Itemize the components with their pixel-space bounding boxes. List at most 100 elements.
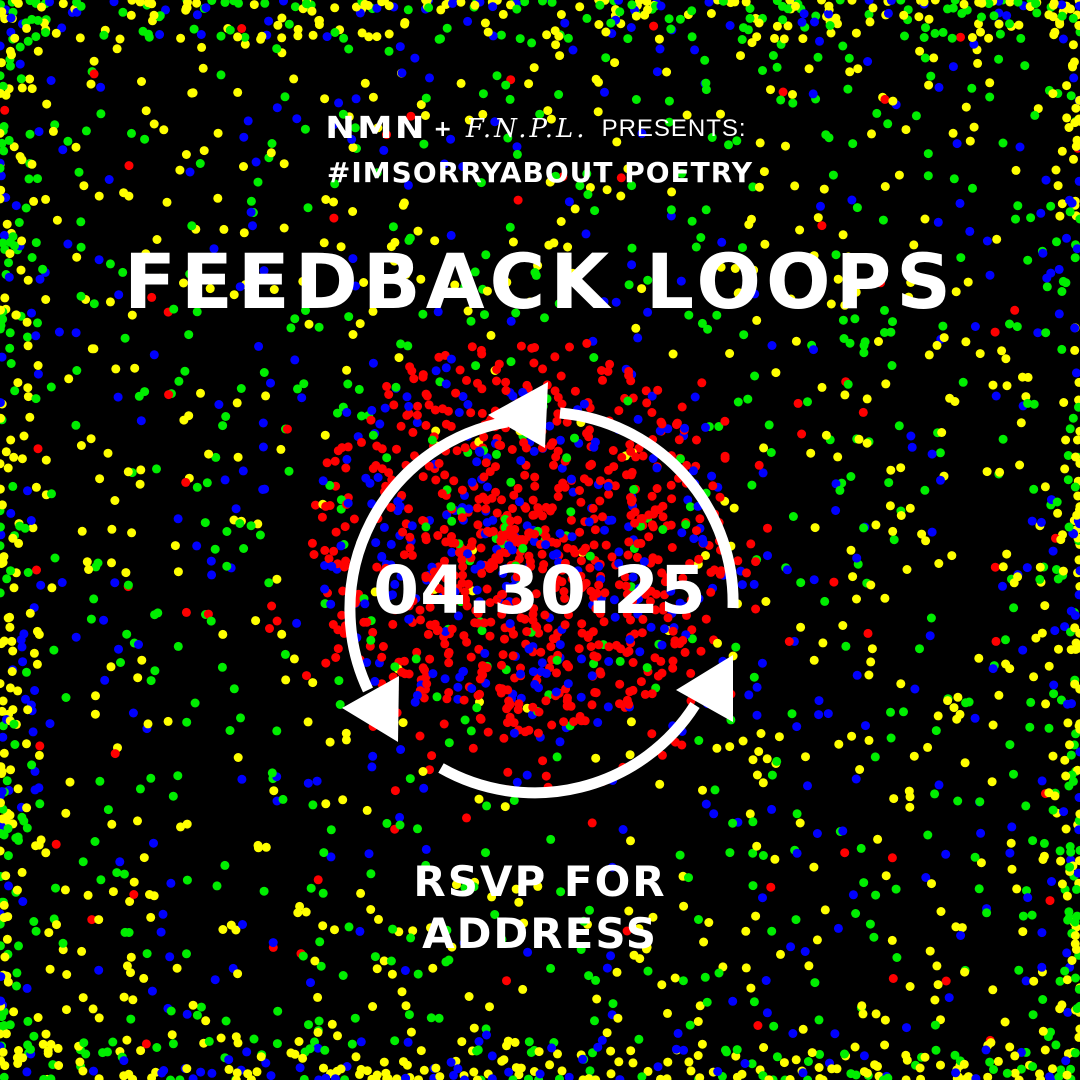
rsvp-line-2: ADDRESS <box>422 909 658 958</box>
confetti-dot <box>446 230 456 240</box>
confetti-dot <box>146 773 156 783</box>
confetti-dot <box>701 422 710 432</box>
confetti-dot <box>0 696 8 706</box>
confetti-dot <box>220 860 230 870</box>
confetti-dot <box>554 90 564 99</box>
confetti-dot <box>6 508 16 518</box>
confetti-dot <box>838 621 848 630</box>
confetti-dot <box>474 1037 484 1046</box>
confetti-dot <box>933 980 943 990</box>
confetti-dot <box>860 337 870 347</box>
confetti-dot <box>110 749 120 759</box>
confetti-dot <box>321 799 331 809</box>
confetti-dot <box>894 170 904 180</box>
confetti-dot <box>925 946 935 956</box>
confetti-dot <box>1007 864 1017 874</box>
confetti-dot <box>106 662 116 672</box>
confetti-dot <box>818 638 828 648</box>
confetti-dot <box>701 799 711 809</box>
confetti-dot <box>311 500 320 510</box>
confetti-dot <box>752 770 762 780</box>
confetti-dot <box>607 862 617 872</box>
confetti-dot <box>258 418 268 428</box>
confetti-dot <box>763 523 772 533</box>
confetti-dot <box>502 277 512 287</box>
confetti-dot <box>23 392 33 402</box>
confetti-dot <box>611 297 621 307</box>
confetti-dot <box>452 880 461 890</box>
confetti-dot <box>990 562 1000 572</box>
confetti-dot <box>45 719 55 729</box>
confetti-dot <box>180 366 190 376</box>
confetti-dot <box>94 915 104 925</box>
confetti-dot <box>184 330 194 340</box>
confetti-dot <box>545 177 555 187</box>
confetti-dot <box>1037 628 1047 638</box>
confetti-dot <box>426 1013 436 1023</box>
confetti-dot <box>398 718 408 728</box>
confetti-dot <box>404 235 414 245</box>
confetti-dot <box>863 628 873 638</box>
confetti-dot <box>712 743 722 753</box>
confetti-dot <box>934 780 944 790</box>
confetti-dot <box>703 324 713 334</box>
confetti-dot <box>169 304 179 314</box>
confetti-dot <box>810 978 820 988</box>
confetti-dot <box>469 1023 479 1033</box>
confetti-dot <box>204 1036 214 1046</box>
confetti-dot <box>225 726 235 735</box>
confetti-dot <box>512 142 522 152</box>
confetti-dot <box>0 530 6 540</box>
confetti-dot <box>41 455 51 465</box>
confetti-dot <box>556 887 566 897</box>
confetti-dot <box>792 299 802 309</box>
confetti-dot <box>313 992 323 1002</box>
confetti-dot <box>858 407 868 417</box>
confetti-dot <box>664 117 674 127</box>
confetti-dot <box>330 3 340 13</box>
confetti-dot <box>90 837 100 846</box>
confetti-dot <box>801 752 810 762</box>
confetti-dot <box>948 128 958 138</box>
confetti-dot <box>848 890 858 900</box>
confetti-dot <box>533 261 543 271</box>
confetti-dot <box>94 1013 104 1023</box>
confetti-dot <box>1015 460 1025 470</box>
confetti-dot <box>338 971 348 980</box>
confetti-dot <box>213 128 223 138</box>
confetti-dot <box>549 238 559 248</box>
confetti-dot <box>1022 563 1032 573</box>
confetti-dot <box>1026 697 1036 707</box>
confetti-dot <box>453 611 463 621</box>
confetti-dot <box>673 1028 683 1038</box>
confetti-dot <box>456 78 466 88</box>
confetti-dot <box>626 836 635 846</box>
confetti-dot <box>848 139 858 149</box>
confetti-dot <box>267 768 277 778</box>
confetti-dot <box>585 183 595 192</box>
confetti-dot <box>403 180 413 190</box>
confetti-dot <box>1007 822 1017 832</box>
confetti-dot <box>286 1048 296 1058</box>
confetti-dot <box>758 66 767 75</box>
confetti-dot <box>72 252 82 262</box>
confetti-dot <box>325 254 335 264</box>
confetti-dot <box>648 912 658 922</box>
confetti-dot <box>784 637 794 646</box>
confetti-dot <box>503 767 513 777</box>
confetti-dot <box>921 873 931 882</box>
confetti-dot <box>280 649 290 659</box>
confetti-dot <box>733 556 743 566</box>
confetti-dot <box>812 829 822 838</box>
confetti-dot <box>798 1024 808 1034</box>
confetti-dot <box>590 1016 599 1026</box>
confetti-dot <box>292 114 302 124</box>
confetti-dot <box>408 427 418 437</box>
confetti-dot <box>713 638 722 648</box>
confetti-dot <box>84 565 94 574</box>
confetti-dot <box>203 609 213 619</box>
confetti-dot <box>1060 622 1070 632</box>
confetti-dot <box>546 834 556 844</box>
confetti-dot <box>338 109 348 119</box>
confetti-dot <box>289 74 299 84</box>
